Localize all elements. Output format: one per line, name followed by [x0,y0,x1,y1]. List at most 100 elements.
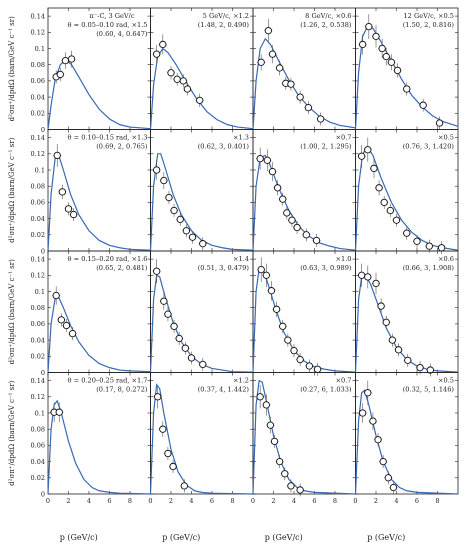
y-tick-label: 0.14 [31,134,45,142]
panel-annotation: (0.51, 3, 0.479) [198,264,250,272]
data-point [364,389,372,397]
data-point [284,336,292,344]
panel-r1-c3: ×0.5(0.76, 3, 1.420) [354,129,459,255]
y-tick-label: 0.14 [31,12,45,20]
model-curve [47,399,151,495]
x-tick-label: 8 [230,497,234,505]
data-point [57,316,65,324]
y-axis-label: d²σπ⁺/dpdΩ (barn/GeV c⁻¹ sr) [8,380,16,485]
data-point [357,152,366,160]
panel-r3-c3: 0 2 4 6 8 ×0.5(0.32, 5, 1.146) [353,372,459,505]
data-point [283,209,291,217]
x-axis-label: p (GeV/c) [162,533,200,542]
data-point [393,66,402,75]
data-point [378,44,386,53]
y-tick-label: 0.12 [31,393,45,401]
data-point [404,356,412,364]
x-tick-label: 8 [333,497,337,505]
x-tick-label: 4 [87,497,91,505]
data-point [287,80,295,88]
panel-annotation: ×1.0 [335,255,351,263]
x-tick-label: 0 [353,497,357,505]
x-tick-label: 6 [107,497,111,505]
data-point [372,279,380,288]
panel-r0-c0: 0 0.02 0.04 0.06 0.08 0.1 0.12 0.14 π⁻-C, 3 GeV/… [31,7,151,134]
y-tick-label: 0 [41,247,45,255]
model-curve [149,47,254,130]
data-point [304,103,312,112]
data-point [377,302,385,310]
data-point [199,240,207,248]
y-tick-label: 0 [41,126,45,134]
data-point [62,321,71,330]
data-point [180,482,188,490]
y-tick-label: 0.12 [31,272,45,280]
x-tick-label: 0 [46,497,50,505]
data-point [403,229,411,237]
panel-annotation: (0.66, 3, 1.908) [403,264,455,272]
data-point [392,216,401,224]
panel-r3-c1: 0 2 4 6 8 ×1.2(0.37, 4, 1.442) [148,372,254,505]
panel-annotation: (0.76, 3, 1.420) [403,143,455,151]
panel-r2-c2: ×1.0(0.63, 3, 0.989) [252,250,356,376]
x-tick-label: 4 [189,497,193,505]
panel-annotation: θ = 0.10–0.15 rad, ×1.3 [68,134,148,142]
y-tick-label: 0.08 [31,183,45,191]
data-point [160,176,168,185]
panel-annotation: 8 GeV/c, ×0.6 [305,12,351,20]
data-point [196,96,204,104]
y-axis-label: d²σπ⁺/dpdΩ (barn/GeV c⁻¹ sr) [8,16,16,121]
x-tick-label: 6 [210,497,214,505]
data-point [266,421,275,429]
x-tick-label: 2 [271,497,275,505]
panel-annotation: ×0.7 [335,134,351,142]
data-point [152,50,161,58]
data-point [152,166,161,174]
data-point [183,85,192,93]
y-tick-label: 0.02 [31,231,45,239]
data-point [279,195,287,203]
y-axis-label: d²σπ⁺/dpdΩ (barn/GeV c⁻¹ sr) [8,137,16,242]
data-point [416,363,424,372]
data-point [268,167,277,176]
data-point [52,291,60,300]
x-axis-label: p (GeV/c) [367,533,405,542]
y-tick-label: 0.04 [31,215,45,223]
data-point [413,237,421,245]
x-tick-label: 6 [312,497,316,505]
y-tick-label: 0.02 [31,474,45,482]
data-point [257,58,265,66]
data-point [264,27,273,35]
x-tick-label: 2 [374,497,378,505]
panel-annotation: (1.00, 2, 1.295) [300,143,352,151]
data-point [379,457,387,466]
panel-r1-c2: ×0.7(1.00, 2, 1.295) [252,129,356,252]
data-point [64,205,73,213]
data-point [372,32,380,40]
panel-annotation: 12 GeV/c, ×0.5 [403,12,454,20]
data-point [69,210,78,219]
data-point [384,474,392,482]
data-point [281,470,289,478]
panel-annotation: ×0.5 [438,134,454,142]
data-point [296,93,304,101]
data-point [403,85,411,93]
data-point [290,346,298,355]
panel-annotation: ×1.4 [233,255,249,263]
data-point [167,69,175,77]
panel-annotation: π⁻-C, 3 GeV/c [89,12,134,20]
data-point [425,242,433,250]
panel-r2-c3: ×0.6(0.66, 3, 1.908) [354,250,459,377]
data-point [389,483,398,492]
model-curve [47,295,151,373]
panel-annotation: ×0.6 [438,255,454,263]
data-point [365,22,373,31]
model-curve [252,268,356,373]
panel-r2-c1: ×1.4(0.51, 3, 0.479) [149,250,254,373]
data-point [56,70,64,79]
data-point [68,329,77,338]
panel-annotation: θ = 0.15–0.20 rad, ×1.6 [68,255,148,263]
data-point [256,155,264,163]
data-point [199,360,207,369]
